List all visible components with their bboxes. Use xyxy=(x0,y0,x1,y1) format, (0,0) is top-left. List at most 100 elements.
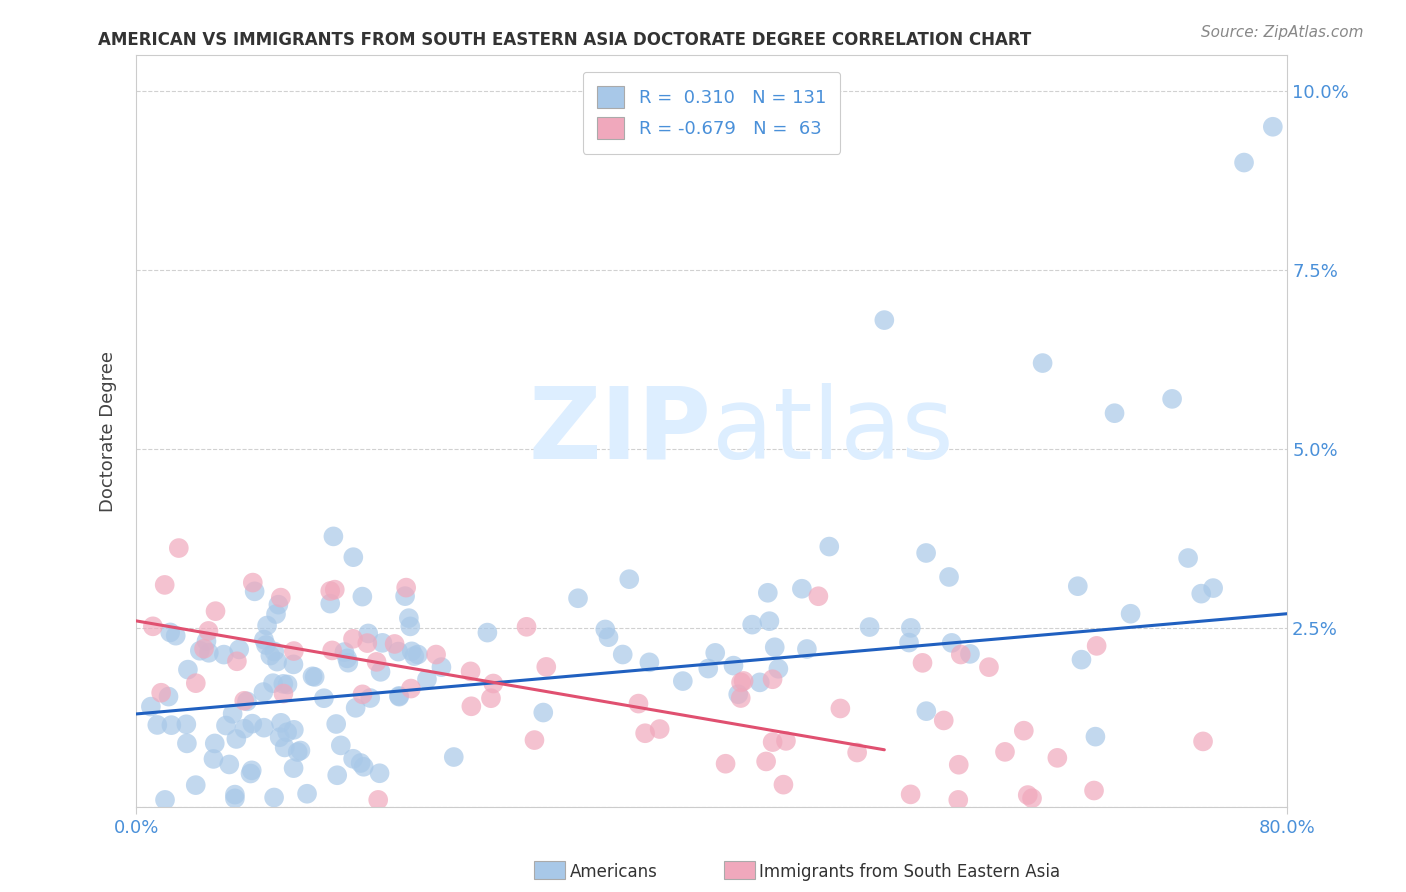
Point xyxy=(796,642,818,657)
Point xyxy=(224,791,246,805)
Point xyxy=(416,673,439,687)
Point xyxy=(233,722,256,736)
Point xyxy=(264,607,287,621)
Point xyxy=(768,662,790,676)
Point xyxy=(733,673,755,688)
Point xyxy=(342,632,364,646)
Point xyxy=(846,746,869,760)
Point xyxy=(627,697,650,711)
Point xyxy=(370,665,392,679)
Point xyxy=(325,717,347,731)
Point xyxy=(460,665,482,679)
Point xyxy=(242,575,264,590)
Point xyxy=(184,778,207,792)
Point xyxy=(236,694,259,708)
Point xyxy=(516,620,538,634)
Point xyxy=(197,624,219,638)
Point xyxy=(994,745,1017,759)
Point xyxy=(941,636,963,650)
Point xyxy=(326,768,349,782)
Point xyxy=(425,648,447,662)
Point xyxy=(523,733,546,747)
Point xyxy=(1021,791,1043,805)
Y-axis label: Doctorate Degree: Doctorate Degree xyxy=(100,351,117,512)
Point xyxy=(195,634,218,648)
Point xyxy=(598,630,620,644)
Point xyxy=(262,676,284,690)
Point xyxy=(761,672,783,686)
Point xyxy=(359,691,381,706)
Point xyxy=(283,723,305,737)
Point xyxy=(638,656,661,670)
Point xyxy=(366,655,388,669)
Point xyxy=(263,790,285,805)
Point xyxy=(177,663,200,677)
Point xyxy=(153,793,176,807)
Point xyxy=(1085,639,1108,653)
Point xyxy=(619,572,641,586)
Point xyxy=(276,677,298,691)
Point xyxy=(290,743,312,757)
Legend: R =  0.310   N = 131, R = -0.679   N =  63: R = 0.310 N = 131, R = -0.679 N = 63 xyxy=(582,71,841,153)
Point xyxy=(818,540,841,554)
Point xyxy=(352,687,374,701)
Point xyxy=(319,597,342,611)
Point xyxy=(959,647,981,661)
Point xyxy=(283,761,305,775)
Point xyxy=(755,755,778,769)
Text: ZIP: ZIP xyxy=(529,383,711,480)
Point xyxy=(394,589,416,603)
Point xyxy=(1046,751,1069,765)
Point xyxy=(388,689,411,703)
Point xyxy=(858,620,880,634)
Point xyxy=(323,582,346,597)
Point xyxy=(758,614,780,628)
Point xyxy=(395,581,418,595)
Point xyxy=(263,644,285,658)
Point xyxy=(233,694,256,708)
Point xyxy=(283,657,305,672)
Point xyxy=(176,717,198,731)
Point xyxy=(193,641,215,656)
Point xyxy=(283,644,305,658)
Point xyxy=(159,625,181,640)
Text: Americans: Americans xyxy=(569,863,658,881)
Point xyxy=(256,618,278,632)
Point xyxy=(763,640,786,655)
Point xyxy=(932,714,955,728)
Point xyxy=(1012,723,1035,738)
Point xyxy=(218,757,240,772)
Point xyxy=(790,582,813,596)
Point xyxy=(319,584,342,599)
Point xyxy=(184,676,207,690)
Point xyxy=(312,691,335,706)
Point xyxy=(276,725,298,739)
Point xyxy=(807,589,830,603)
Point xyxy=(1192,734,1215,748)
Point xyxy=(153,578,176,592)
Point xyxy=(401,644,423,658)
Point xyxy=(672,674,695,689)
Point xyxy=(322,529,344,543)
Point xyxy=(1084,730,1107,744)
Point xyxy=(204,736,226,750)
Point xyxy=(1104,406,1126,420)
Point xyxy=(430,660,453,674)
Point xyxy=(212,648,235,662)
Point xyxy=(167,541,190,555)
Point xyxy=(387,644,409,658)
Point xyxy=(349,756,371,770)
Point xyxy=(254,638,277,652)
Point xyxy=(536,660,558,674)
Point xyxy=(371,636,394,650)
Point xyxy=(273,686,295,700)
Point xyxy=(150,686,173,700)
Point xyxy=(911,656,934,670)
Point xyxy=(730,691,752,706)
Point xyxy=(142,619,165,633)
Point xyxy=(139,699,162,714)
Point xyxy=(344,701,367,715)
Point xyxy=(756,586,779,600)
Point xyxy=(830,701,852,715)
Point xyxy=(762,735,785,749)
